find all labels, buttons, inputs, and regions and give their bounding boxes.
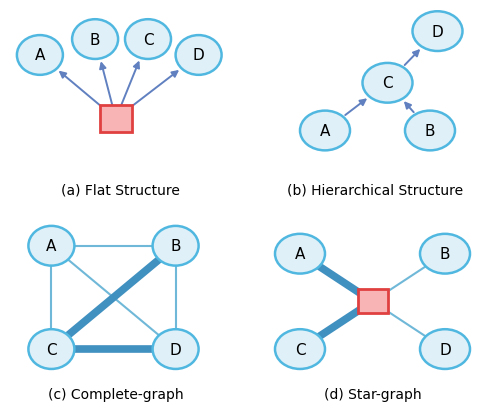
Circle shape [125,20,171,60]
Circle shape [152,330,198,369]
Circle shape [28,226,74,266]
Circle shape [28,330,74,369]
Text: D: D [170,342,181,357]
Text: (c) Complete-graph: (c) Complete-graph [48,387,184,401]
Text: B: B [425,123,435,139]
Circle shape [275,234,325,274]
Circle shape [405,112,455,151]
Text: (d) Star-graph: (d) Star-graph [324,387,422,401]
Text: A: A [34,48,45,63]
Text: D: D [439,342,451,357]
Text: A: A [46,239,56,254]
Circle shape [176,36,222,76]
Bar [358,290,388,313]
Circle shape [72,20,118,60]
Text: B: B [440,247,450,261]
Circle shape [275,330,325,369]
Text: B: B [90,33,101,47]
Circle shape [152,226,198,266]
Circle shape [17,36,63,76]
Text: C: C [142,33,154,47]
Text: D: D [432,24,444,40]
Text: C: C [46,342,56,357]
Text: C: C [294,342,306,357]
Text: A: A [320,123,330,139]
Circle shape [420,234,470,274]
Circle shape [412,12,463,52]
Text: (a) Flat Structure: (a) Flat Structure [61,183,180,197]
Circle shape [420,330,470,369]
Circle shape [300,112,350,151]
Text: C: C [382,76,393,91]
Text: D: D [192,48,204,63]
Text: A: A [295,247,305,261]
Text: B: B [170,239,181,254]
Text: (b) Hierarchical Structure: (b) Hierarchical Structure [287,183,463,197]
Bar [100,105,132,133]
Circle shape [362,64,412,103]
